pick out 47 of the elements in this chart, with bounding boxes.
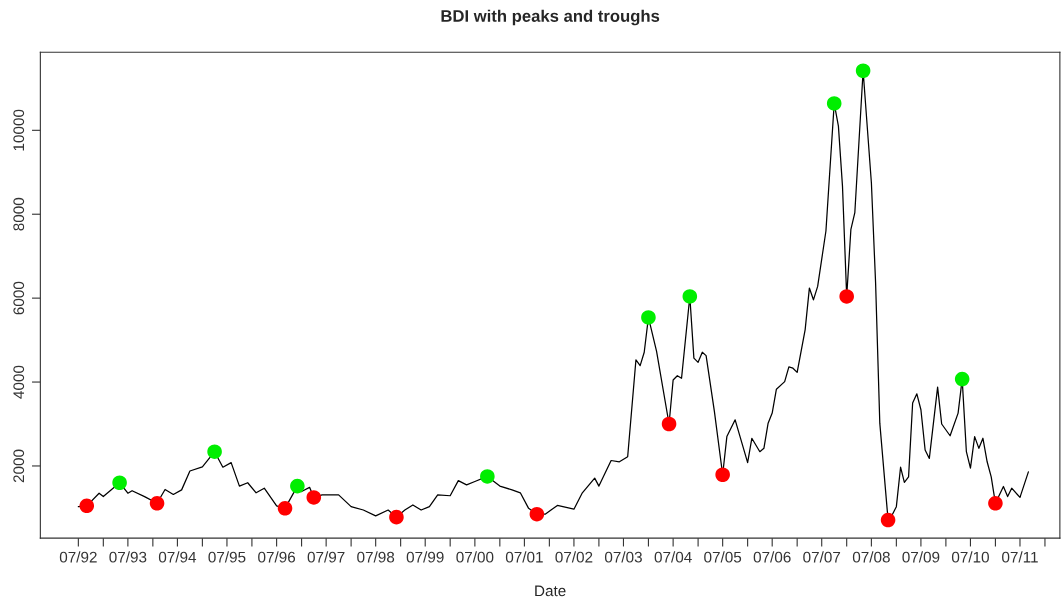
x-tick-label: 07/95	[208, 551, 246, 563]
point	[954, 371, 970, 387]
x-tick-label: 07/93	[109, 551, 147, 563]
point	[149, 496, 165, 511]
x-tick-label: 07/04	[654, 551, 692, 563]
x-tick-label: 07/97	[307, 551, 345, 563]
point	[988, 496, 1003, 511]
point	[529, 506, 545, 522]
x-tick-label: 07/00	[456, 551, 494, 563]
x-tick-label: 07/01	[505, 551, 543, 563]
point	[480, 469, 495, 484]
point	[855, 63, 871, 79]
y-tick-label: 10000	[13, 109, 25, 151]
x-tick-label: 07/03	[604, 551, 642, 563]
x-tick-label: 07/05	[704, 551, 742, 563]
point	[880, 512, 896, 528]
point	[306, 490, 322, 505]
y-tick-label: 6000	[13, 281, 25, 315]
point	[290, 478, 305, 494]
x-tick-label: 07/02	[555, 551, 593, 563]
point	[79, 498, 95, 514]
chart-title: BDI with peaks and troughs	[441, 9, 660, 26]
point	[207, 444, 222, 459]
point	[389, 509, 404, 525]
point	[112, 475, 127, 491]
x-tick-label: 07/92	[59, 551, 97, 563]
point	[826, 96, 842, 111]
point	[277, 501, 293, 516]
point	[715, 467, 730, 483]
y-tick-label: 8000	[13, 197, 25, 231]
x-tick-label: 07/06	[753, 551, 791, 563]
x-tick-label: 07/09	[902, 551, 940, 563]
x-tick-label: 07/11	[1002, 551, 1038, 563]
x-axis-title: Date	[535, 585, 566, 597]
x-tick-label: 07/10	[951, 551, 989, 563]
y-tick-label: 4000	[13, 365, 25, 399]
point	[839, 289, 854, 304]
x-tick-label: 07/96	[258, 551, 296, 563]
y-tick-label: 2000	[13, 449, 25, 483]
point	[661, 416, 677, 432]
x-tick-label: 07/98	[357, 551, 395, 563]
x-tick-label: 07/99	[406, 551, 444, 563]
x-tick-label: 07/07	[803, 551, 841, 563]
point	[641, 310, 656, 325]
x-tick-label: 07/08	[852, 551, 890, 563]
point	[682, 289, 698, 304]
x-tick-label: 07/94	[158, 551, 197, 563]
